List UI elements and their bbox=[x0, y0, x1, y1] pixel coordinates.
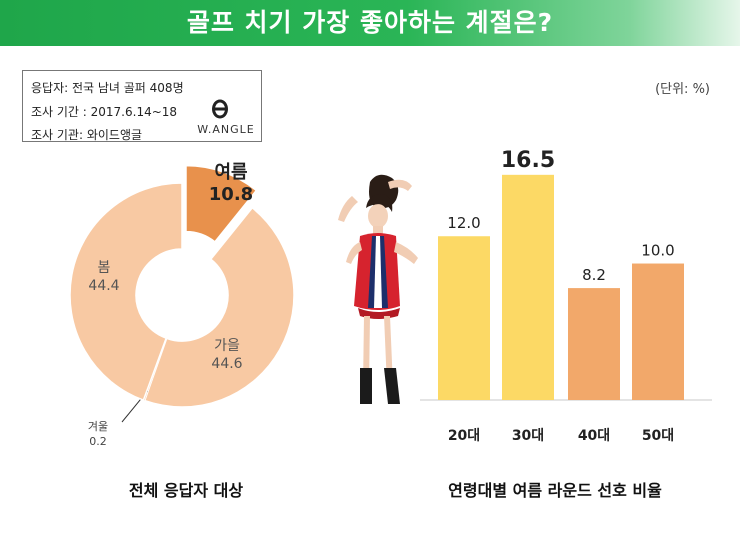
wangle-logo-icon bbox=[212, 99, 228, 119]
golfer-photo bbox=[338, 174, 418, 404]
bar-value-label: 16.5 bbox=[501, 148, 555, 173]
bar-value-label: 8.2 bbox=[582, 266, 606, 284]
unit-label: (단위: %) bbox=[655, 82, 710, 97]
x-tick-label: 40대 bbox=[578, 428, 610, 444]
donut-slice bbox=[185, 164, 258, 243]
donut-slice-label: 겨울 bbox=[88, 420, 108, 433]
donut-slice-value: 10.8 bbox=[209, 184, 253, 205]
x-tick-label: 50대 bbox=[642, 428, 674, 444]
info-agency: 조사 기관: 와이드앵글 bbox=[31, 128, 143, 142]
bar bbox=[502, 174, 554, 400]
bar-value-label: 12.0 bbox=[447, 214, 480, 232]
x-tick-label: 20대 bbox=[448, 428, 480, 444]
bar bbox=[632, 263, 684, 400]
donut-caption: 전체 응답자 대상 bbox=[128, 481, 244, 500]
donut-slice-label: 가을 bbox=[214, 338, 240, 354]
logo-text: W.ANGLE bbox=[197, 123, 255, 136]
x-tick-label: 30대 bbox=[512, 428, 544, 444]
donut-slice bbox=[69, 182, 183, 402]
donut-slice bbox=[143, 206, 295, 408]
donut-slice-value: 44.4 bbox=[88, 278, 119, 294]
donut-slice-label: 여름 bbox=[214, 162, 247, 183]
donut-slice-value: 44.6 bbox=[211, 356, 242, 372]
info-respondents: 응답자: 전국 남녀 골퍼 408명 bbox=[31, 81, 184, 95]
bar bbox=[568, 288, 620, 400]
bar-caption: 연령대별 여름 라운드 선호 비율 bbox=[448, 481, 662, 500]
bar bbox=[438, 236, 490, 400]
header-banner bbox=[0, 0, 740, 46]
donut-slice-label: 봄 bbox=[98, 260, 111, 276]
page-title: 골프 치기 가장 좋아하는 계절은? bbox=[186, 8, 554, 37]
info-period: 조사 기간 : 2017.6.14~18 bbox=[31, 105, 178, 119]
donut-slice-value: 0.2 bbox=[89, 435, 107, 448]
bar-value-label: 10.0 bbox=[641, 242, 674, 260]
